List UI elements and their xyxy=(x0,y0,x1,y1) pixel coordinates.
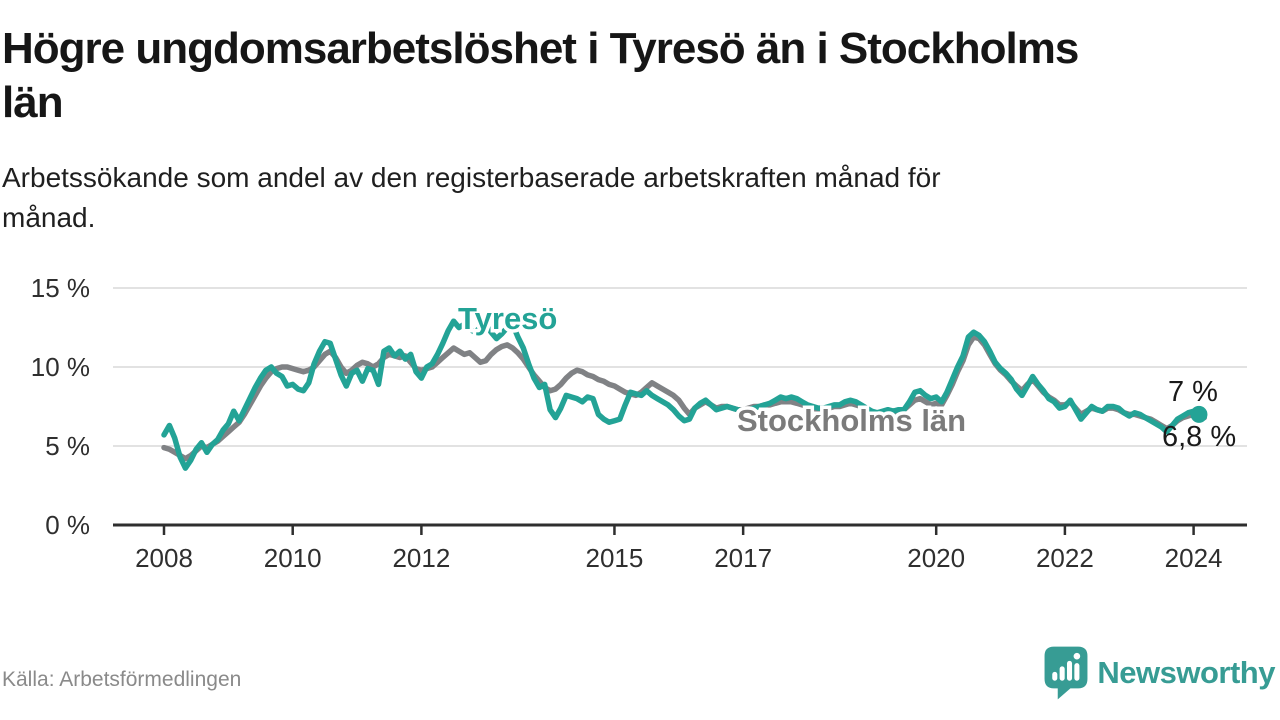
title-line-1: Högre ungdomsarbetslöshet i Tyresö än i … xyxy=(2,24,1079,73)
unemployment-line-chart: 15 % 10 % 5 % 0 % 2008 2010 2012 2015 2017 2020 20… xyxy=(31,273,1247,573)
x-axis-tick-label: 2020 xyxy=(907,543,965,573)
page-title: Högre ungdomsarbetslöshet i Tyresö än i … xyxy=(2,22,1079,130)
y-axis-tick-label: 15 % xyxy=(31,273,90,303)
series-line-tyreso xyxy=(161,318,1202,471)
stockholm-end-value-label: 6,8 % xyxy=(1162,421,1236,453)
tyreso-end-dot xyxy=(1190,405,1208,423)
tyreso-series-label: Tyresö xyxy=(458,301,557,336)
title-line-2: län xyxy=(2,78,64,127)
chart-subtitle: Arbetssökande som andel av den registerb… xyxy=(2,158,941,238)
y-axis-tick-label: 0 % xyxy=(45,510,90,540)
newsworthy-logo: Newsworthy xyxy=(1044,646,1275,700)
x-axis-tick-label: 2015 xyxy=(586,543,644,573)
x-axis-tick-label: 2010 xyxy=(264,543,322,573)
newsworthy-wordmark: Newsworthy xyxy=(1097,655,1275,690)
x-axis-tick-label: 2022 xyxy=(1036,543,1094,573)
x-axis-tick-label: 2024 xyxy=(1165,543,1223,573)
subtitle-line-1: Arbetssökande som andel av den registerb… xyxy=(2,162,941,193)
x-axis-tick-label: 2017 xyxy=(714,543,772,573)
y-axis-tick-label: 5 % xyxy=(45,431,90,461)
y-axis-tick-label: 10 % xyxy=(31,352,90,382)
x-axis-tick-label: 2008 xyxy=(135,543,193,573)
subtitle-line-2: månad. xyxy=(2,202,96,233)
stockholm-series-label: Stockholms län xyxy=(737,403,966,438)
tyreso-end-value-label: 7 % xyxy=(1168,376,1218,408)
x-axis-tick-label: 2012 xyxy=(392,543,450,573)
newsworthy-speech-bubble-bar-chart-icon xyxy=(1044,646,1088,700)
source-note: Källa: Arbetsförmedlingen xyxy=(2,668,242,691)
